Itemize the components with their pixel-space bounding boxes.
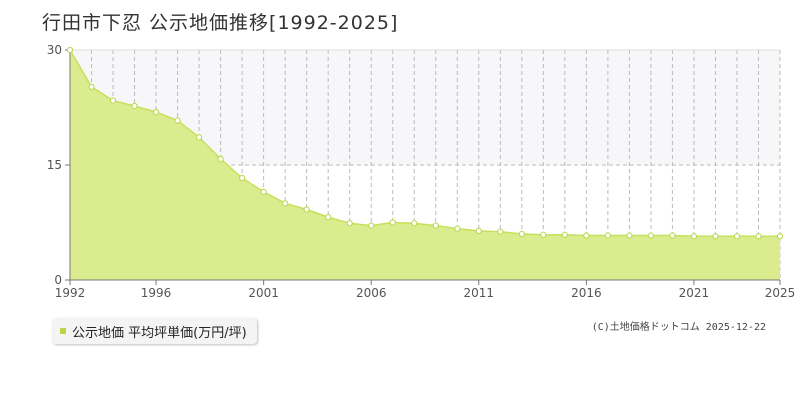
credit: (C)土地価格ドットコム 2025-12-22 bbox=[591, 322, 766, 333]
data-point-1993 bbox=[88, 83, 95, 90]
data-point-2009 bbox=[432, 222, 439, 229]
data-point-2023 bbox=[733, 233, 741, 240]
chart-title: 行田市下忍 公示地価推移[1992-2025] bbox=[42, 12, 399, 34]
x-tick-label-2025: 2025 bbox=[765, 286, 796, 300]
data-point-1996 bbox=[152, 109, 160, 116]
data-points bbox=[66, 46, 784, 240]
data-point-2013 bbox=[518, 230, 525, 238]
data-point-2014 bbox=[540, 231, 547, 238]
data-point-2015 bbox=[561, 231, 568, 238]
data-point-2010 bbox=[454, 225, 461, 232]
data-point-2011 bbox=[475, 227, 482, 235]
data-point-2002 bbox=[282, 200, 289, 207]
data-point-1997 bbox=[174, 117, 181, 124]
x-tick-label-1996: 1996 bbox=[141, 286, 172, 300]
horizontal-grid bbox=[70, 49, 780, 166]
legend-label: 公示地価 平均坪単価(万円/坪) bbox=[72, 325, 247, 341]
data-point-2008 bbox=[411, 220, 418, 227]
data-point-1999 bbox=[217, 155, 224, 162]
data-point-2000 bbox=[239, 174, 246, 182]
x-tick-label-2001: 2001 bbox=[248, 286, 279, 300]
data-point-2007 bbox=[389, 219, 396, 226]
data-point-2012 bbox=[497, 228, 504, 235]
legend-marker bbox=[60, 328, 66, 334]
y-tick-labels: 0 15 30 bbox=[47, 43, 62, 287]
x-tick-labels: 1992 1996 2001 2006 2011 2016 2021 2025 bbox=[55, 286, 796, 300]
x-tick-label-2016: 2016 bbox=[571, 286, 602, 300]
y-tick-label-0: 0 bbox=[54, 273, 62, 287]
x-tick-label-2011: 2011 bbox=[464, 286, 495, 300]
data-point-1994 bbox=[109, 97, 117, 104]
x-tick-label-1992: 1992 bbox=[55, 286, 86, 300]
data-point-1995 bbox=[131, 102, 138, 110]
data-point-2025 bbox=[776, 233, 784, 240]
data-point-2004 bbox=[325, 214, 332, 221]
data-point-1998 bbox=[195, 134, 203, 141]
x-tick-label-2006: 2006 bbox=[356, 286, 387, 300]
data-point-2016 bbox=[583, 232, 590, 239]
data-point-1992 bbox=[66, 46, 74, 54]
y-tick-label-30: 30 bbox=[47, 43, 62, 57]
data-point-2018 bbox=[626, 232, 633, 239]
data-point-2017 bbox=[604, 232, 611, 239]
data-point-2022 bbox=[712, 233, 719, 240]
data-point-2001 bbox=[260, 188, 267, 195]
price-area bbox=[70, 50, 780, 280]
data-point-2024 bbox=[755, 233, 762, 240]
data-point-2021 bbox=[690, 233, 698, 240]
data-point-2006 bbox=[368, 222, 375, 229]
price-line bbox=[69, 49, 780, 238]
data-point-2005 bbox=[346, 220, 353, 227]
data-point-2003 bbox=[303, 206, 310, 213]
x-tick-label-2021: 2021 bbox=[679, 286, 710, 300]
data-point-2020 bbox=[669, 232, 676, 239]
data-point-2019 bbox=[647, 232, 655, 239]
y-tick-label-15: 15 bbox=[47, 158, 62, 172]
legend: 公示地価 平均坪単価(万円/坪) bbox=[52, 318, 257, 344]
